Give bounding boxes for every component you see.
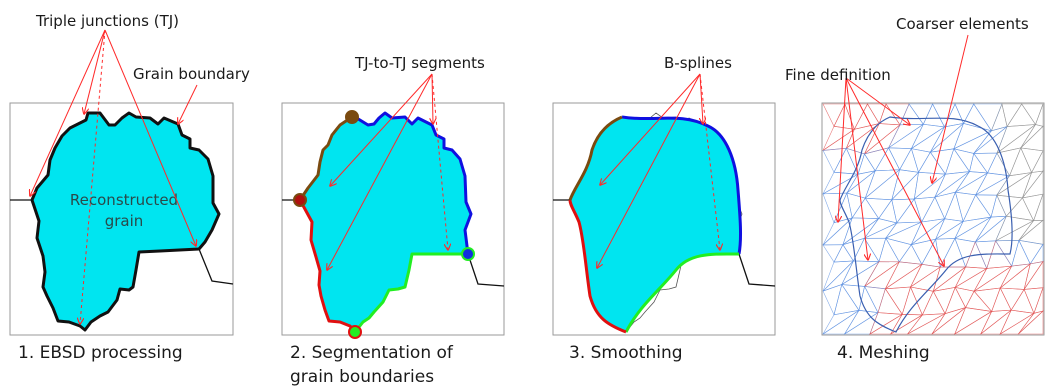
segment-blue [352,111,473,255]
segment-green [353,252,468,333]
arrow-tj-bottom [80,29,106,324]
neighbor-boundary-right [738,253,776,287]
tj-marker-right [461,247,475,261]
caption-1: 1. EBSD processing [18,343,183,363]
arrow-grain-boundary [178,84,198,124]
arrow-segment-2 [327,73,433,270]
arrow-segment-3 [432,73,433,124]
reconstructed-grain [30,111,221,332]
annotation-triple-junctions: Triple junctions (TJ) [35,12,179,30]
meshed-grain-outline [839,116,1013,333]
bspline-green [624,252,740,333]
segment-red [298,199,357,333]
bspline-blue [621,115,743,255]
caption-4: 4. Meshing [837,343,930,363]
panel-4: Coarser elements Fine definition 4. Mesh… [785,15,1045,363]
arrow-coarse [932,34,969,183]
bspline-brown [568,115,623,201]
annotation-tj-segments: TJ-to-TJ segments [354,54,485,72]
panel-4-frame [821,102,1045,336]
bspline-red [568,199,627,334]
arrow-fine-1 [838,77,847,222]
arrow-fine-3 [845,77,910,125]
arrow-fine-4 [845,77,944,266]
panel-2: TJ-to-TJ segments 2. Segmentation of gra… [281,54,505,387]
arrow-bspline-2 [597,73,701,268]
caption-2-line2: grain boundaries [290,367,434,387]
grain-fill [300,113,471,332]
grain-label-line2: grain [105,212,144,230]
annotation-fine-definition: Fine definition [785,66,891,84]
annotation-grain-boundary: Grain boundary [133,65,250,83]
tj-marker-left [293,193,307,207]
tj-marker-bottom [348,325,362,339]
panel-3: B-splines 3. Smoothing [552,54,776,363]
annotation-coarser-elements: Coarser elements [896,15,1029,33]
segment-brown [298,115,353,201]
arrow-fine-2 [845,77,868,260]
caption-2-line1: 2. Segmentation of [290,343,454,363]
arrow-tj-left [30,29,106,196]
triangle-mesh [821,102,1045,335]
arrow-bspline-1 [600,73,701,185]
mesh-element [1017,310,1044,335]
annotation-bsplines: B-splines [664,54,732,72]
grain-label-line1: Reconstructed [70,191,178,209]
arrow-tj-top [84,29,106,114]
panel-1: Reconstructed grain Triple junctions (TJ… [9,12,250,363]
tj-marker-top [345,110,359,124]
neighbor-boundary-right [467,253,505,287]
neighbor-boundary-right [198,248,234,285]
caption-3: 3. Smoothing [569,343,683,363]
arrow-segment-1 [330,73,433,186]
arrow-tj-right [104,29,196,246]
